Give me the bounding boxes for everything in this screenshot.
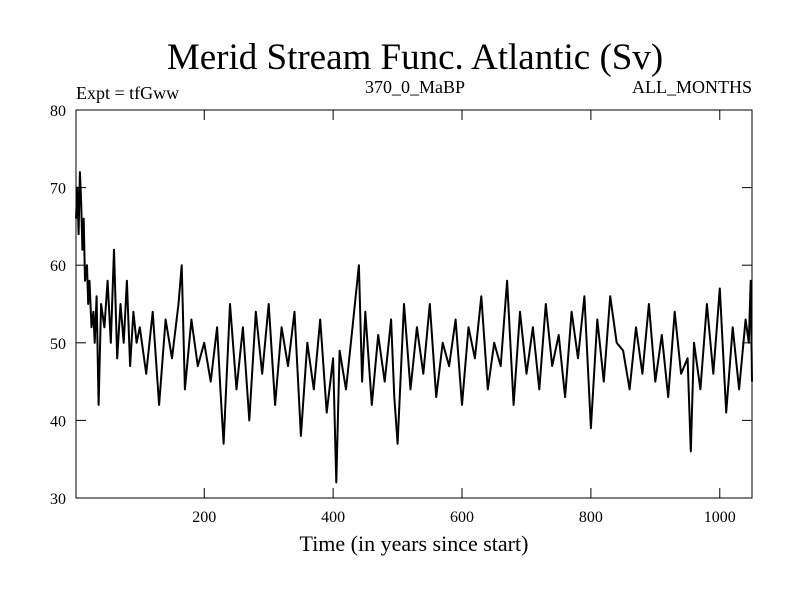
months-label: ALL_MONTHS (632, 77, 752, 97)
y-tick-label: 50 (50, 336, 66, 353)
y-tick-label: 30 (50, 491, 66, 508)
x-axis: 200 400 600 800 1000 (192, 110, 736, 526)
chart-title: Merid Stream Func. Atlantic (Sv) (167, 37, 663, 78)
x-tick-label: 1000 (704, 509, 736, 526)
period-label: 370_0_MaBP (365, 77, 465, 97)
experiment-label: Expt = tfGww (76, 83, 179, 103)
x-tick-label: 400 (321, 509, 345, 526)
x-tick-label: 600 (450, 509, 474, 526)
x-tick-label: 800 (579, 509, 603, 526)
x-axis-label: Time (in years since start) (300, 531, 529, 556)
plot-frame (75, 109, 753, 499)
series-line (75, 171, 753, 484)
x-tick-label: 200 (192, 509, 216, 526)
y-tick-label: 40 (50, 413, 66, 430)
y-tick-label: 60 (50, 258, 66, 275)
y-tick-label: 70 (50, 181, 66, 198)
y-tick-label: 80 (50, 103, 66, 120)
y-axis: 30 40 50 60 70 80 (50, 103, 752, 508)
